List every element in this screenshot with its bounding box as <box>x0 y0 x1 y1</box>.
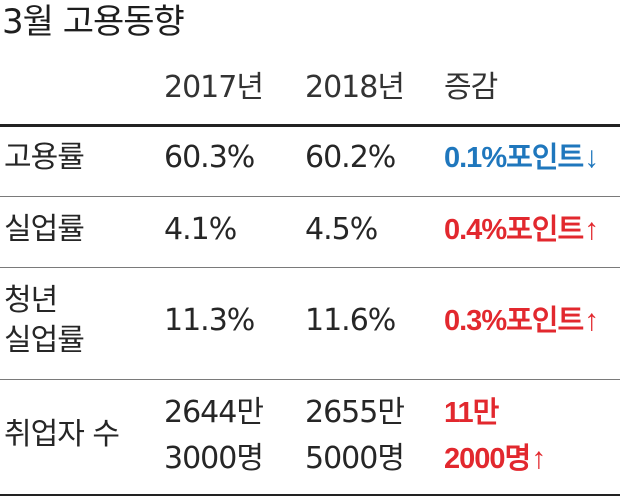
table-bottom-rule <box>0 494 620 496</box>
cell-2017-employment-rate: 60.3% <box>164 140 255 175</box>
row-label-employed: 취업자 수 <box>4 417 120 452</box>
arrow-up-icon: ↑ <box>531 442 546 475</box>
cell-2018-unemployment-rate: 4.5% <box>305 212 378 247</box>
row-label-employment-rate: 고용률 <box>4 140 85 175</box>
column-header-change: 증감 <box>444 70 498 105</box>
cell-change-employed-line1: 11만 <box>444 397 499 429</box>
cell-2017-youth-unemployment: 11.3% <box>164 303 255 338</box>
header-divider <box>0 124 620 127</box>
change-value: 0.4%포인트 <box>444 214 584 246</box>
cell-2017-employed-line1: 2644만 <box>164 395 264 430</box>
cell-2018-employed-line1: 2655만 <box>305 395 405 430</box>
column-header-2018: 2018년 <box>305 70 405 105</box>
cell-2017-employed-line2: 3000명 <box>164 441 264 476</box>
cell-change-unemployment-rate: 0.4%포인트↑ <box>444 211 599 249</box>
row-label-youth-line2: 실업률 <box>4 323 85 358</box>
page-title: 3월 고용동향 <box>2 2 185 42</box>
row-divider <box>0 379 620 380</box>
change-value: 0.1%포인트 <box>444 142 584 174</box>
change-value: 0.3%포인트 <box>444 305 584 337</box>
arrow-up-icon: ↑ <box>584 213 599 246</box>
cell-2018-youth-unemployment: 11.6% <box>305 303 396 338</box>
arrow-up-icon: ↑ <box>584 304 599 337</box>
row-label-unemployment-rate: 실업률 <box>4 212 85 247</box>
cell-2017-unemployment-rate: 4.1% <box>164 212 237 247</box>
cell-2018-employment-rate: 60.2% <box>305 140 396 175</box>
cell-2018-employed-line2: 5000명 <box>305 441 405 476</box>
row-label-youth-line1: 청년 <box>4 283 58 318</box>
column-header-2017: 2017년 <box>164 70 264 105</box>
cell-change-youth-unemployment: 0.3%포인트↑ <box>444 302 599 340</box>
cell-change-employment-rate: 0.1%포인트↓ <box>444 139 599 177</box>
cell-change-employed-line2: 2000명↑ <box>444 440 546 478</box>
change-value: 2000명 <box>444 443 531 475</box>
row-divider <box>0 196 620 197</box>
row-divider <box>0 267 620 268</box>
arrow-down-icon: ↓ <box>584 141 599 174</box>
